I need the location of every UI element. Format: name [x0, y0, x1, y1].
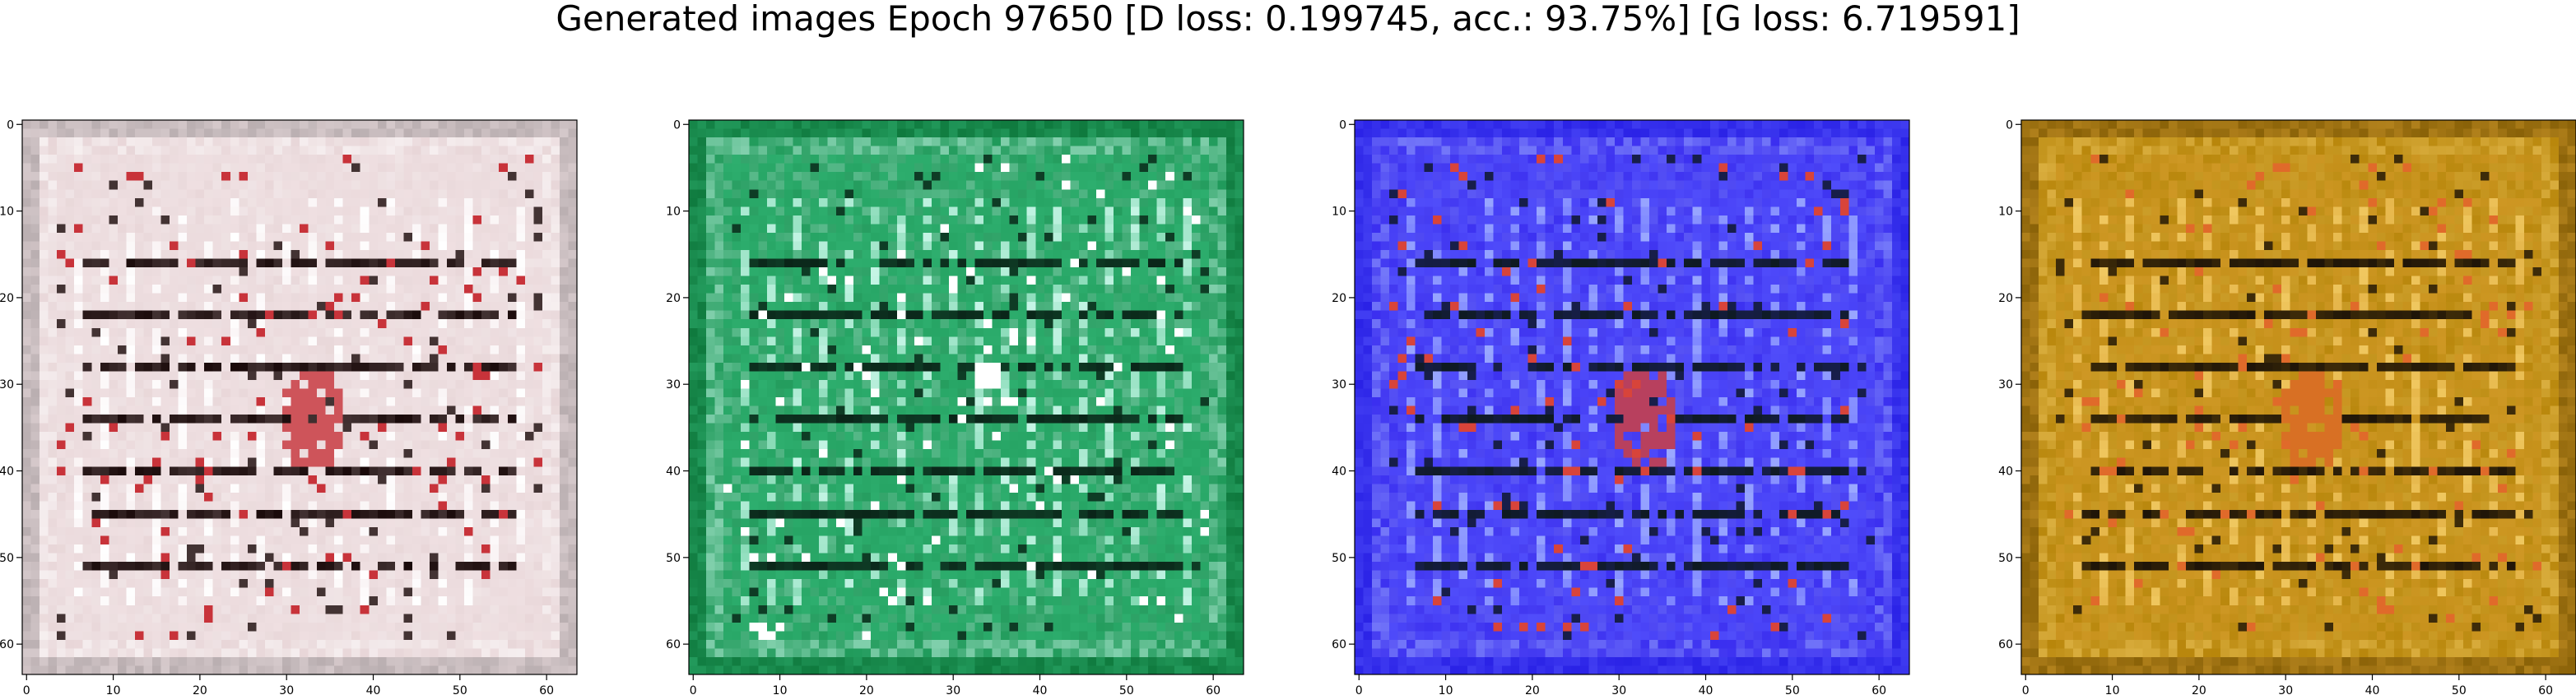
y-tick-label-2-1: 10 — [666, 206, 681, 219]
x-tick-label-1-1: 10 — [106, 684, 121, 695]
generated-image-3 — [1355, 120, 1910, 675]
y-tick-label-4-5: 50 — [1998, 552, 2013, 565]
y-tick-label-3-1: 10 — [1332, 206, 1346, 219]
axes-frame-1 — [21, 119, 578, 675]
y-tick-label-1-3: 30 — [0, 378, 14, 392]
axes-frame-2 — [688, 119, 1244, 675]
x-tick-label-3-2: 20 — [1525, 684, 1540, 695]
y-tick-label-4-1: 10 — [1998, 206, 2013, 219]
x-tick-label-3-5: 50 — [1785, 684, 1800, 695]
x-tick-label-3-0: 0 — [1355, 684, 1363, 695]
x-tick-label-1-3: 30 — [279, 684, 294, 695]
y-tick-label-1-2: 20 — [0, 292, 14, 305]
x-tick-label-2-2: 20 — [859, 684, 874, 695]
y-tick-label-3-3: 30 — [1332, 378, 1346, 392]
x-tick-label-1-2: 20 — [193, 684, 207, 695]
x-tick-label-3-1: 10 — [1439, 684, 1453, 695]
x-tick-label-3-3: 30 — [1611, 684, 1626, 695]
x-tick-label-2-6: 60 — [1206, 684, 1221, 695]
y-tick-label-3-5: 50 — [1332, 552, 1346, 565]
y-tick-label-1-0: 0 — [7, 118, 14, 132]
x-tick-label-2-4: 40 — [1033, 684, 1048, 695]
x-tick-label-3-4: 40 — [1699, 684, 1713, 695]
y-tick-label-2-2: 20 — [666, 292, 681, 305]
x-tick-label-1-6: 60 — [539, 684, 554, 695]
x-tick-label-4-1: 10 — [2105, 684, 2120, 695]
y-tick-label-4-2: 20 — [1998, 292, 2013, 305]
image-panel-4: 0 10 20 30 40 50 60 0 10 20 30 40 50 60 — [1998, 118, 2576, 695]
x-tick-label-4-6: 60 — [2538, 684, 2553, 695]
y-tick-label-4-3: 30 — [1998, 378, 2013, 392]
y-tick-label-1-5: 50 — [0, 552, 14, 565]
y-tick-label-4-0: 0 — [2006, 118, 2013, 132]
x-tick-label-3-6: 60 — [1872, 684, 1886, 695]
x-tick-label-1-4: 40 — [366, 684, 381, 695]
x-tick-label-4-4: 40 — [2365, 684, 2380, 695]
image-panel-1: 0 10 20 30 40 50 60 0 10 20 30 40 50 60 — [0, 118, 578, 695]
axes-frame-3 — [1354, 119, 1910, 675]
y-tick-label-1-1: 10 — [0, 206, 14, 219]
y-tick-label-3-6: 60 — [1332, 638, 1346, 651]
y-tick-label-3-4: 40 — [1332, 466, 1346, 479]
x-tick-label-2-1: 10 — [773, 684, 788, 695]
x-tick-label-4-2: 20 — [2192, 684, 2206, 695]
x-tick-label-4-3: 30 — [2278, 684, 2293, 695]
generated-image-2 — [689, 120, 1244, 675]
y-tick-label-2-5: 50 — [666, 552, 681, 565]
x-tick-label-2-0: 0 — [690, 684, 697, 695]
axes-frame-4 — [2020, 119, 2576, 675]
y-tick-label-1-6: 60 — [0, 638, 14, 651]
x-tick-label-1-5: 50 — [453, 684, 467, 695]
y-tick-label-3-0: 0 — [1339, 118, 1346, 132]
y-tick-label-1-4: 40 — [0, 466, 14, 479]
y-tick-label-3-2: 20 — [1332, 292, 1346, 305]
x-tick-label-1-0: 0 — [23, 684, 30, 695]
generated-image-4 — [2021, 120, 2576, 675]
x-tick-label-2-5: 50 — [1119, 684, 1134, 695]
x-tick-label-4-0: 0 — [2022, 684, 2030, 695]
y-tick-label-2-3: 30 — [666, 378, 681, 392]
y-tick-label-4-4: 40 — [1998, 466, 2013, 479]
generated-image-1 — [22, 120, 578, 675]
y-tick-label-4-6: 60 — [1998, 638, 2013, 651]
image-panel-2: 0 10 20 30 40 50 60 0 10 20 30 40 50 60 — [666, 118, 1244, 695]
x-tick-label-4-5: 50 — [2452, 684, 2467, 695]
y-tick-label-2-0: 0 — [673, 118, 681, 132]
y-tick-label-2-4: 40 — [666, 466, 681, 479]
image-panel-3: 0 10 20 30 40 50 60 0 10 20 30 40 50 60 — [1332, 118, 1910, 695]
figure-title: Generated images Epoch 97650 [D loss: 0.… — [556, 0, 2020, 39]
x-tick-label-2-3: 30 — [946, 684, 960, 695]
y-tick-label-2-6: 60 — [666, 638, 681, 651]
